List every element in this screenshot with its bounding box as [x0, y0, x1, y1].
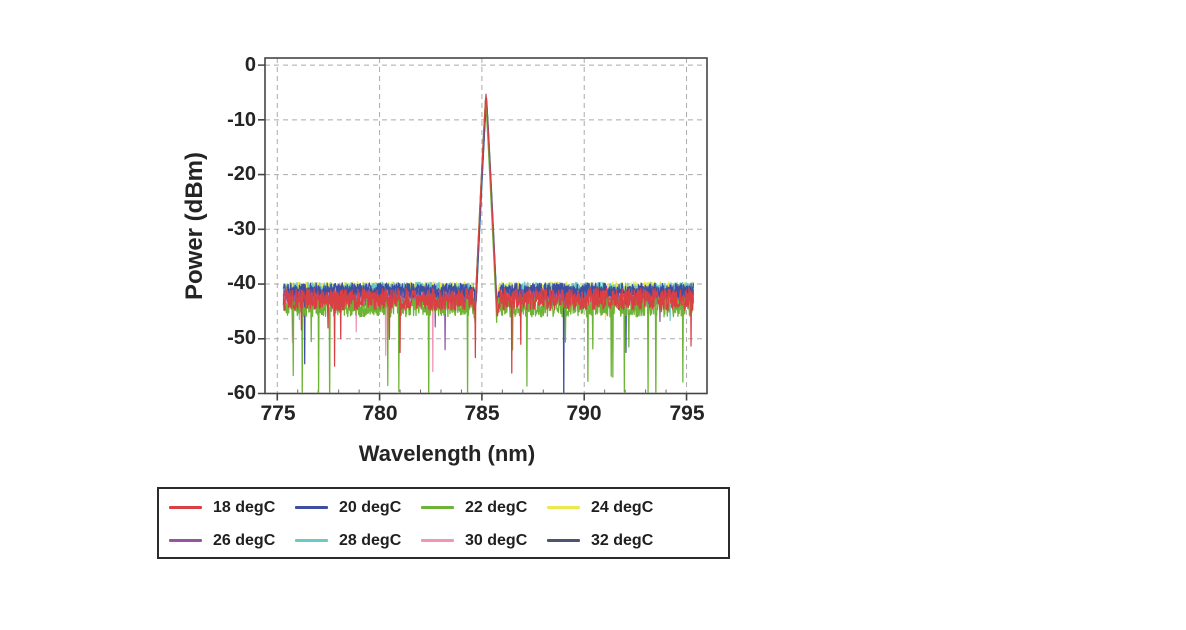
legend-line-swatch: [295, 506, 328, 509]
legend-label: 28 degC: [339, 531, 402, 549]
legend-label: 18 degC: [213, 498, 276, 516]
legend-label: 20 degC: [339, 498, 402, 516]
legend-line-swatch: [547, 506, 580, 509]
legend-item-20degc: 20 degC: [295, 499, 421, 517]
legend-item-18degc: 18 degC: [169, 499, 295, 517]
x-tick-label: 790: [566, 402, 602, 425]
legend-line-swatch: [169, 506, 202, 509]
legend-line-swatch: [169, 539, 202, 542]
legend-label: 24 degC: [591, 498, 654, 516]
y-tick-label: 0: [244, 54, 256, 76]
legend-label: 22 degC: [465, 498, 528, 516]
legend-item-24degc: 24 degC: [547, 499, 673, 517]
legend-label: 30 degC: [465, 531, 528, 549]
x-tick-label: 780: [362, 402, 398, 425]
legend-line-swatch: [421, 506, 454, 509]
y-tick-label: -30: [227, 218, 256, 240]
legend-item-26degc: 26 degC: [169, 532, 295, 550]
legend-line-swatch: [547, 539, 580, 542]
x-tick-label: 785: [464, 402, 500, 425]
legend-line-swatch: [295, 539, 328, 542]
y-tick-label: -10: [227, 109, 256, 131]
x-tick-label: 775: [260, 402, 296, 425]
legend-item-28degc: 28 degC: [295, 532, 421, 550]
legend-label: 32 degC: [591, 531, 654, 549]
chart-legend: 18 degC 20 degC 22 degC 24 degC 26 degC …: [157, 487, 730, 559]
power-axis-label: Power (dBm): [181, 152, 208, 301]
legend-item-30degc: 30 degC: [421, 532, 547, 550]
x-tick-label: 795: [669, 402, 705, 425]
y-tick-label: -40: [227, 272, 256, 294]
wavelength-axis-label: Wavelength (nm): [358, 441, 536, 466]
legend-item-32degc: 32 degC: [547, 532, 673, 550]
y-tick-label: -60: [227, 382, 256, 404]
y-tick-label: -20: [227, 163, 256, 185]
y-tick-label: -50: [227, 327, 256, 349]
legend-label: 26 degC: [213, 531, 276, 549]
legend-item-22degc: 22 degC: [421, 499, 547, 517]
legend-line-swatch: [421, 539, 454, 542]
